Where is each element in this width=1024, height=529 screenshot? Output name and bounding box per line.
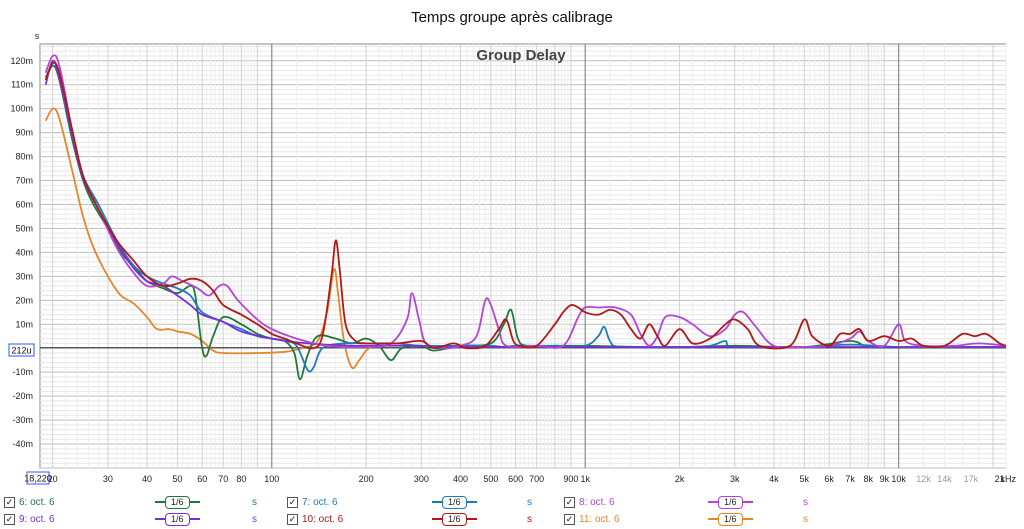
smoothing-control[interactable]: 1/6	[708, 494, 753, 510]
legend-item[interactable]: ✓ 10: oct. 6	[287, 511, 343, 527]
y-tick-label: 80m	[15, 152, 33, 162]
group-delay-chart: Temps groupe après calibrage s 120m110m1…	[8, 9, 1017, 485]
smoothing-control[interactable]: 1/6	[432, 494, 477, 510]
legend-checkbox[interactable]: ✓	[4, 513, 15, 525]
y-tick-label: -20m	[12, 391, 33, 401]
x-tick-label: 60	[197, 474, 207, 484]
grid	[40, 44, 1007, 469]
x-tick-label: 500	[483, 474, 498, 484]
y-tick-label: 40m	[15, 247, 33, 257]
x-tick-label: 900	[563, 474, 578, 484]
smoothing-value[interactable]: 1/6	[442, 495, 467, 509]
legend-checkbox[interactable]: ✓	[287, 513, 298, 525]
y-tick-label: 50m	[15, 223, 33, 233]
x-tick-label: 600	[508, 474, 523, 484]
x-start-label: 18,220	[24, 474, 52, 484]
x-tick-label: 20	[48, 474, 58, 484]
x-tick-label: 200	[359, 474, 374, 484]
legend-label: 9: oct. 6	[19, 513, 55, 525]
x-axis-unit: kHz	[1001, 474, 1017, 484]
x-tick-label: 300	[414, 474, 429, 484]
x-tick-label: 40	[142, 474, 152, 484]
y-axis-ticks: 120m 110m 100m 90m 80m 70m 60m 50m 40m 30m 20m 10m -…	[10, 56, 33, 449]
y-tick-label: -40m	[12, 439, 33, 449]
y-tick-label: 110m	[11, 80, 33, 90]
y-axis-unit: s	[35, 31, 40, 41]
y-tick-label: -30m	[12, 415, 33, 425]
smoothing-control[interactable]: 1/6	[155, 511, 200, 527]
series-lines	[44, 54, 1007, 381]
x-tick-label: 17k	[964, 474, 979, 484]
ref-value-label: 212u	[11, 346, 31, 356]
x-start-marker[interactable]: 18,220	[24, 471, 52, 485]
x-tick-label: 50	[172, 474, 182, 484]
legend-checkbox[interactable]: ✓	[564, 496, 575, 508]
chart-inner-title: Group Delay	[476, 47, 566, 64]
legend-checkbox[interactable]: ✓	[287, 496, 298, 508]
legend-item[interactable]: ✓ 9: oct. 6	[4, 511, 55, 527]
y-tick-label: 20m	[15, 295, 33, 305]
x-tick-label: 400	[453, 474, 468, 484]
x-tick-label: 6k	[824, 474, 834, 484]
x-tick-label: 9k	[880, 474, 890, 484]
y-tick-label: 70m	[15, 176, 33, 186]
x-tick-label: 1k	[580, 474, 590, 484]
smoothing-control[interactable]: 1/6	[155, 494, 200, 510]
legend-label: 6: oct. 6	[19, 496, 55, 508]
x-tick-label: 4k	[769, 474, 779, 484]
x-tick-label: 2k	[675, 474, 685, 484]
x-tick-label: 12k	[916, 474, 931, 484]
legend-label: 11: oct. 6	[579, 513, 620, 525]
series-line-11	[44, 107, 374, 370]
y-tick-label: 10m	[15, 319, 33, 329]
x-tick-label: 7k	[845, 474, 855, 484]
x-tick-label: 30	[103, 474, 113, 484]
legend-checkbox[interactable]: ✓	[4, 496, 15, 508]
y-tick-label: 90m	[15, 128, 33, 138]
smoothing-value[interactable]: 1/6	[718, 495, 743, 509]
x-tick-label: 8k	[864, 474, 874, 484]
legend-item[interactable]: ✓ 11: oct. 6	[564, 511, 619, 527]
legend-label: 10: oct. 6	[302, 513, 344, 525]
smoothing-value[interactable]: 1/6	[165, 512, 190, 526]
x-axis-ticks: 20 30 40 50 60 70 80 100 200 300 400 500 600 700 900 1k…	[48, 474, 1005, 484]
x-tick-label: 10k	[891, 474, 906, 484]
y-tick-label: 100m	[10, 104, 33, 114]
legend-unit: s	[252, 513, 257, 525]
x-tick-label: 700	[529, 474, 544, 484]
x-tick-label: 5k	[800, 474, 810, 484]
x-tick-label: 80	[236, 474, 246, 484]
y-tick-label: 30m	[15, 271, 33, 281]
legend-label: 8: oct. 6	[579, 496, 615, 508]
legend-checkbox[interactable]: ✓	[564, 513, 575, 525]
plot-area[interactable]	[39, 43, 1007, 469]
legend-unit: s	[803, 513, 808, 525]
y-tick-label: 120m	[10, 56, 33, 66]
legend-unit: s	[527, 513, 532, 525]
ref-value-marker: 212u	[8, 343, 35, 357]
smoothing-value[interactable]: 1/6	[165, 495, 190, 509]
series-line-10	[44, 61, 1007, 350]
legend-item[interactable]: ✓ 6: oct. 6	[4, 494, 55, 510]
x-tick-label: 21	[995, 474, 1005, 484]
legend-item[interactable]: ✓ 8: oct. 6	[564, 494, 615, 510]
legend-unit: s	[803, 496, 808, 508]
legend-item[interactable]: ✓ 7: oct. 6	[287, 494, 338, 510]
y-tick-label: 60m	[15, 199, 33, 209]
legend-unit: s	[527, 496, 532, 508]
legend-unit: s	[252, 496, 257, 508]
x-tick-label: 70	[218, 474, 228, 484]
x-tick-label: 14k	[937, 474, 952, 484]
y-tick-label: -10m	[12, 367, 33, 377]
x-tick-label: 3k	[730, 474, 740, 484]
x-tick-label: 100	[264, 474, 279, 484]
legend: ✓ 6: oct. 6 1/6 s ✓ 7: oct. 6 1/6 s ✓ 8: oct. 6 1/…	[0, 490, 1024, 529]
smoothing-value[interactable]: 1/6	[442, 512, 467, 526]
main-title: Temps groupe après calibrage	[411, 9, 613, 26]
smoothing-control[interactable]: 1/6	[432, 511, 477, 527]
smoothing-value[interactable]: 1/6	[718, 512, 743, 526]
legend-label: 7: oct. 6	[302, 496, 338, 508]
smoothing-control[interactable]: 1/6	[708, 511, 753, 527]
